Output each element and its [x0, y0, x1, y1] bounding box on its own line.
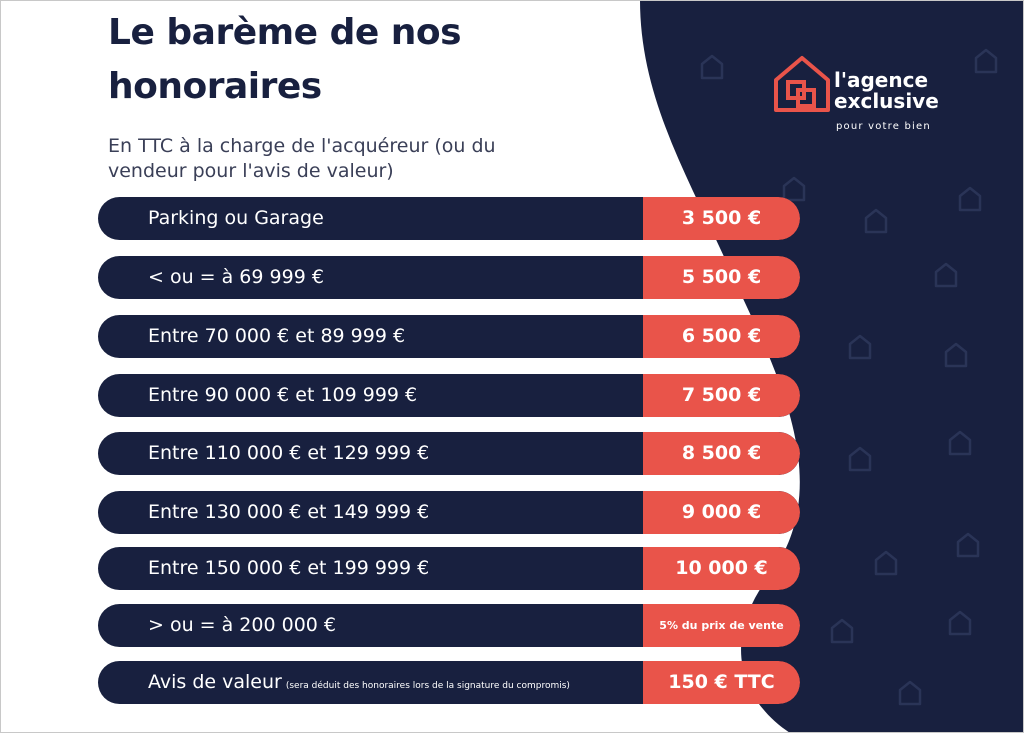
- fee-range-text: Entre 150 000 € et 199 999 €: [148, 557, 430, 579]
- fee-range: Entre 70 000 € et 89 999 €: [148, 315, 405, 358]
- fee-row: Parking ou Garage 3 500 €: [98, 197, 800, 240]
- fee-range-text: < ou = à 69 999 €: [148, 266, 324, 288]
- fee-row: Avis de valeur (sera déduit des honoraire…: [98, 661, 800, 704]
- fee-range: > ou = à 200 000 €: [148, 604, 336, 647]
- fee-price: 10 000 €: [643, 547, 800, 590]
- fee-range-text: Entre 70 000 € et 89 999 €: [148, 325, 406, 347]
- fee-row: Entre 70 000 € et 89 999 € 6 500 €: [98, 315, 800, 358]
- fee-price: 7 500 €: [643, 374, 800, 417]
- fee-range-text: Avis de valeur: [148, 671, 282, 693]
- fee-row: Entre 130 000 € et 149 999 € 9 000 €: [98, 491, 800, 534]
- fee-price: 8 500 €: [643, 432, 800, 475]
- fee-range-text: Parking ou Garage: [148, 207, 324, 229]
- logo-tagline: pour votre bien: [836, 121, 931, 132]
- fee-range-text: Entre 130 000 € et 149 999 €: [148, 501, 430, 523]
- fee-range: Entre 110 000 € et 129 999 €: [148, 432, 429, 475]
- fee-price: 6 500 €: [643, 315, 800, 358]
- fee-price: 3 500 €: [643, 197, 800, 240]
- fee-range: Avis de valeur (sera déduit des honoraire…: [148, 661, 570, 704]
- fee-range-text: Entre 110 000 € et 129 999 €: [148, 442, 430, 464]
- fee-range: < ou = à 69 999 €: [148, 256, 324, 299]
- fee-price: 5 500 €: [643, 256, 800, 299]
- logo-name-line2: exclusive: [834, 89, 939, 113]
- fee-range: Parking ou Garage: [148, 197, 324, 240]
- fee-range: Entre 90 000 € et 109 999 €: [148, 374, 417, 417]
- house-logo-icon: [774, 56, 830, 112]
- fee-range: Entre 150 000 € et 199 999 €: [148, 547, 429, 590]
- fee-row: Entre 90 000 € et 109 999 € 7 500 €: [98, 374, 800, 417]
- fee-row: < ou = à 69 999 € 5 500 €: [98, 256, 800, 299]
- fee-price: 5% du prix de vente: [643, 604, 800, 647]
- fee-row: Entre 110 000 € et 129 999 € 8 500 €: [98, 432, 800, 475]
- fee-range: Entre 130 000 € et 149 999 €: [148, 491, 429, 534]
- fee-range-text: Entre 90 000 € et 109 999 €: [148, 384, 418, 406]
- fee-price: 9 000 €: [643, 491, 800, 534]
- fee-note: (sera déduit des honoraires lors de la s…: [285, 681, 570, 691]
- fee-price: 150 € TTC: [643, 661, 800, 704]
- page-subtitle: En TTC à la charge de l'acquéreur (ou du…: [108, 135, 496, 182]
- fee-row: > ou = à 200 000 € 5% du prix de vente: [98, 604, 800, 647]
- page-title: Le barème de nos honoraires: [108, 12, 462, 107]
- agency-logo: l'agence exclusive pour votre bien: [772, 50, 972, 140]
- fee-row: Entre 150 000 € et 199 999 € 10 000 €: [98, 547, 800, 590]
- logo-name-line1: l'agence: [834, 68, 929, 92]
- fee-range-text: > ou = à 200 000 €: [148, 614, 337, 636]
